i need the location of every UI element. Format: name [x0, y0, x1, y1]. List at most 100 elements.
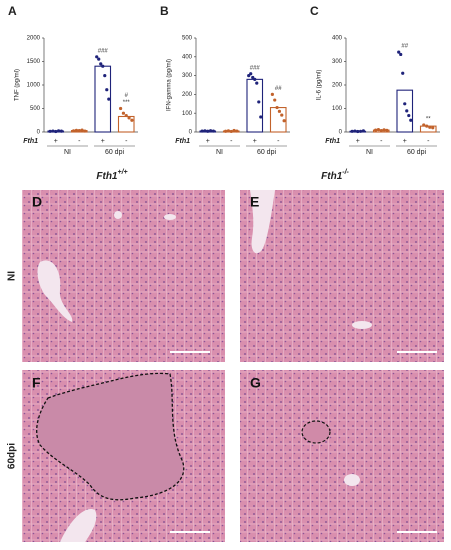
x-tick-label: +: [356, 138, 360, 145]
data-point: [235, 129, 239, 133]
data-point: [257, 100, 261, 104]
data-point: [206, 129, 210, 133]
y-tick-label: 1500: [27, 59, 41, 65]
data-point: [401, 71, 405, 75]
data-point: [200, 129, 204, 133]
y-tick-label: 0: [189, 130, 193, 136]
data-point: [83, 129, 87, 133]
data-point: [77, 128, 81, 133]
panel-label: B: [160, 4, 169, 18]
data-point: [431, 126, 435, 130]
data-point: [99, 62, 103, 66]
data-point: [208, 129, 213, 133]
data-point: [397, 50, 401, 54]
data-point: [121, 111, 126, 115]
data-point: [422, 123, 426, 127]
data-point: [399, 52, 403, 57]
data-point: [107, 97, 111, 101]
data-point: [405, 109, 409, 113]
group-label: 60 dpi: [407, 149, 427, 156]
y-tick-label: 100: [182, 111, 193, 117]
row-label: 60dpi: [7, 443, 18, 469]
x-tick-label: -: [277, 138, 280, 145]
panel-label: F: [32, 375, 41, 391]
group-label: 60 dpi: [257, 149, 277, 156]
y-tick-label: 100: [332, 106, 343, 112]
x-tick-label: -: [230, 138, 233, 145]
data-point: [95, 55, 99, 59]
data-point: [385, 128, 389, 132]
data-point: [277, 109, 282, 113]
x-tick-label: +: [54, 138, 58, 145]
y-tick-label: 200: [332, 83, 343, 89]
data-point: [80, 128, 84, 132]
x-tick-label: +: [253, 138, 257, 145]
data-point: [280, 113, 284, 117]
histology-image: D: [22, 190, 225, 362]
data-point: [379, 128, 383, 133]
data-point: [56, 129, 61, 133]
data-point: [403, 102, 407, 106]
x-tick-label: -: [78, 138, 81, 145]
y-tick-label: 0: [37, 130, 41, 136]
x-tick-label: +: [403, 138, 407, 145]
data-point: [374, 128, 378, 132]
x-tick-label: -: [380, 138, 383, 145]
data-point: [428, 125, 432, 129]
group-label: 60 dpi: [105, 149, 125, 156]
data-point: [229, 129, 233, 134]
y-axis-label: IFN-gamma (pg/ml): [167, 59, 173, 111]
x-tick-label: -: [125, 138, 128, 145]
data-point: [251, 75, 255, 80]
data-point: [353, 129, 357, 133]
data-point: [59, 129, 63, 133]
row-label: NI: [7, 271, 18, 281]
histology-image: F: [22, 370, 225, 542]
data-point: [409, 118, 413, 122]
data-point: [51, 129, 55, 133]
data-point: [282, 119, 286, 123]
data-point: [203, 129, 207, 133]
significance-label: ###: [250, 65, 261, 71]
data-point: [255, 81, 259, 85]
panel-label: D: [32, 194, 42, 210]
y-tick-label: 400: [182, 54, 193, 60]
x-tick-label: +: [101, 138, 105, 145]
panel-label: C: [310, 4, 319, 18]
y-axis-label: TNF (pg/ml): [15, 69, 21, 101]
data-point: [211, 129, 215, 133]
histology-image: G: [240, 370, 444, 542]
data-point: [376, 128, 381, 132]
data-point: [259, 115, 263, 119]
data-point: [103, 74, 107, 78]
data-point: [232, 128, 236, 133]
y-axis-label: IL-6 (pg/ml): [317, 70, 323, 101]
data-point: [130, 118, 134, 122]
data-point: [407, 113, 411, 118]
y-tick-label: 400: [332, 36, 343, 42]
data-point: [361, 129, 365, 133]
data-point: [124, 113, 128, 118]
group-label: NI: [216, 149, 223, 156]
y-tick-label: 300: [332, 59, 343, 65]
y-tick-label: 1000: [27, 83, 41, 89]
group-label: NI: [366, 149, 373, 156]
significance-label: ##: [401, 44, 408, 50]
data-point: [48, 129, 52, 133]
data-point: [350, 129, 354, 133]
significance-label: **: [426, 117, 431, 123]
significance-label: ###: [98, 48, 109, 54]
column-header: Fth1-/-: [321, 169, 349, 182]
row-label: Fth1: [175, 138, 190, 145]
data-point: [382, 128, 386, 132]
data-point: [275, 105, 279, 110]
data-point: [356, 129, 360, 134]
panel-label: G: [250, 375, 261, 391]
data-point: [358, 129, 363, 133]
data-point: [425, 124, 429, 128]
data-point: [97, 57, 101, 61]
data-point: [224, 129, 228, 133]
y-tick-label: 2000: [27, 36, 41, 42]
significance-label: #: [125, 93, 129, 99]
